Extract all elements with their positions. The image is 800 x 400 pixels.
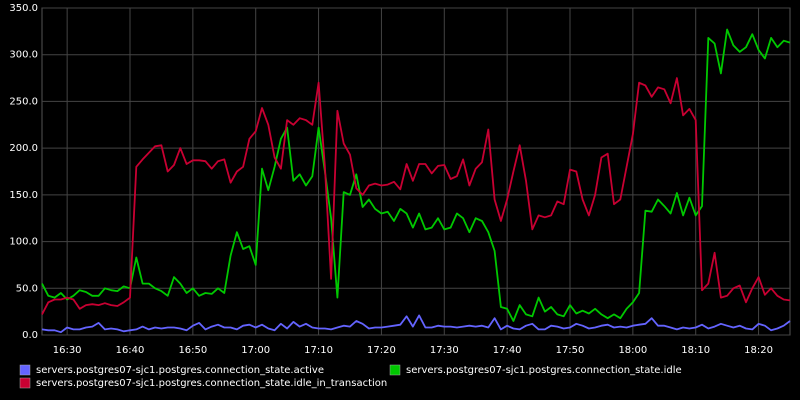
x-tick-label: 16:30	[53, 345, 82, 356]
series-line	[41, 77, 791, 315]
legend-label: servers.postgres07-sjc1.postgres.connect…	[36, 378, 387, 389]
x-tick-label: 16:50	[178, 345, 207, 356]
x-tick-label: 17:20	[367, 345, 396, 356]
y-tick-label: 200.0	[9, 143, 38, 154]
legend-swatch	[19, 377, 31, 389]
x-tick-label: 18:20	[744, 345, 773, 356]
legend-label: servers.postgres07-sjc1.postgres.connect…	[406, 365, 682, 376]
x-tick-label: 18:10	[681, 345, 710, 356]
x-tick-label: 17:30	[430, 345, 459, 356]
x-tick-label: 18:00	[618, 345, 647, 356]
y-tick-label: 0.0	[22, 330, 38, 341]
series-line	[41, 28, 791, 322]
y-tick-label: 100.0	[9, 237, 38, 248]
x-tick-label: 16:40	[116, 345, 145, 356]
y-tick-label: 300.0	[9, 50, 38, 61]
y-tick-label: 150.0	[9, 190, 38, 201]
legend-swatch	[19, 364, 31, 376]
y-tick-label: 250.0	[9, 96, 38, 107]
series-line	[41, 314, 791, 334]
x-tick-label: 17:50	[556, 345, 585, 356]
legend-label: servers.postgres07-sjc1.postgres.connect…	[36, 365, 324, 376]
y-tick-label: 50.0	[16, 283, 38, 294]
x-tick-label: 17:00	[241, 345, 270, 356]
y-tick-label: 350.0	[9, 3, 38, 14]
x-tick-label: 17:40	[493, 345, 522, 356]
x-tick-label: 17:10	[304, 345, 333, 356]
legend-swatch	[389, 364, 401, 376]
